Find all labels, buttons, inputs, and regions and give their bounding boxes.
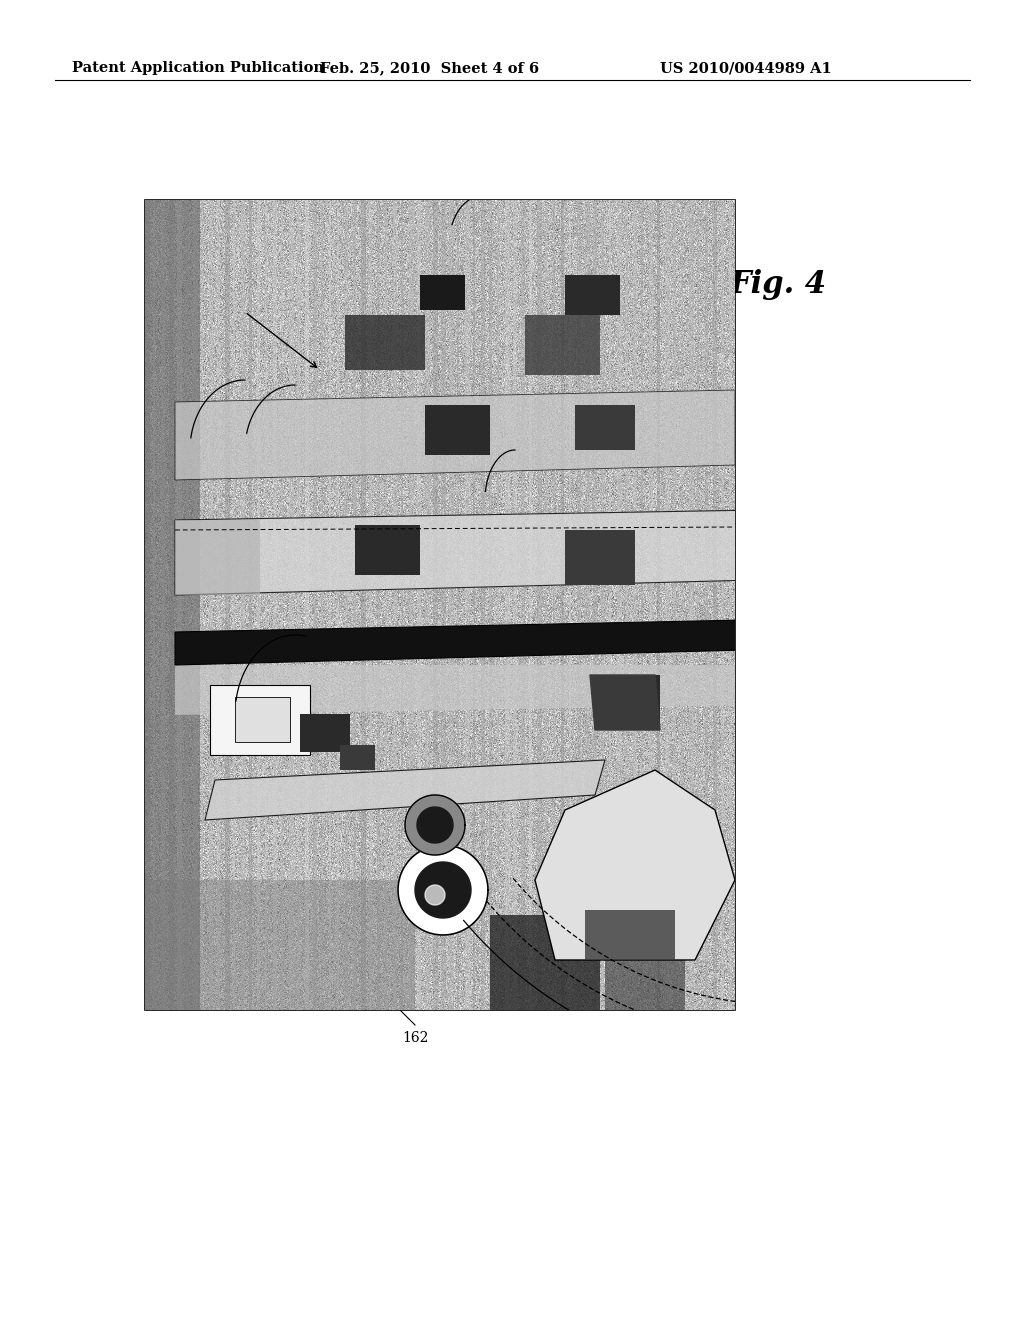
Text: 128: 128: [519, 747, 541, 776]
Bar: [145, 201, 735, 1010]
Bar: [340, 744, 375, 770]
Text: Feb. 25, 2010  Sheet 4 of 6: Feb. 25, 2010 Sheet 4 of 6: [321, 61, 540, 75]
Polygon shape: [406, 795, 465, 855]
Bar: [595, 675, 660, 730]
Bar: [145, 201, 200, 1010]
Text: 102: 102: [214, 223, 236, 252]
Polygon shape: [590, 675, 660, 730]
Polygon shape: [175, 389, 735, 480]
Text: 104: 104: [634, 436, 655, 465]
Polygon shape: [415, 862, 471, 917]
Polygon shape: [175, 665, 745, 715]
Polygon shape: [175, 510, 760, 595]
Bar: [565, 531, 635, 585]
Bar: [490, 915, 600, 1010]
Polygon shape: [398, 845, 488, 935]
Polygon shape: [175, 620, 745, 665]
Text: 160: 160: [657, 550, 679, 579]
Bar: [345, 315, 425, 370]
Text: 120: 120: [684, 747, 706, 776]
Polygon shape: [425, 884, 445, 906]
Bar: [234, 697, 290, 742]
Polygon shape: [535, 770, 735, 960]
Bar: [145, 880, 415, 1010]
Bar: [575, 405, 635, 450]
Text: Patent Application Publication: Patent Application Publication: [72, 61, 324, 75]
Text: 100: 100: [152, 847, 173, 876]
Text: 162: 162: [401, 1031, 428, 1045]
Text: 169: 169: [441, 564, 468, 577]
Bar: [425, 405, 490, 455]
Bar: [420, 275, 465, 310]
Bar: [565, 275, 620, 315]
Bar: [175, 520, 260, 595]
Text: 166: 166: [217, 760, 239, 789]
Bar: [605, 935, 685, 1010]
Bar: [210, 685, 310, 755]
Text: 163: 163: [160, 395, 180, 425]
Text: 165: 165: [187, 760, 209, 789]
Bar: [525, 315, 600, 375]
Text: US 2010/0044989 A1: US 2010/0044989 A1: [660, 61, 831, 75]
Bar: [585, 909, 675, 960]
Bar: [355, 525, 420, 576]
Bar: [300, 714, 350, 752]
Polygon shape: [205, 760, 605, 820]
Text: Fig. 4: Fig. 4: [730, 269, 827, 301]
Polygon shape: [417, 807, 453, 843]
Text: 168: 168: [651, 760, 673, 789]
Text: 167: 167: [627, 760, 648, 789]
